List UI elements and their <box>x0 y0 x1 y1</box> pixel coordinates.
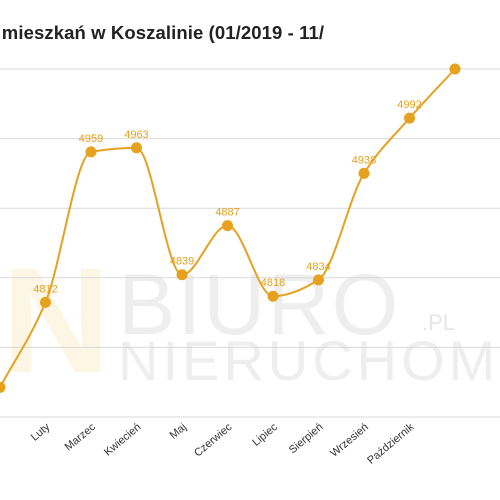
data-point[interactable] <box>40 296 51 308</box>
data-label: 4839 <box>170 256 194 268</box>
data-point[interactable] <box>176 269 188 281</box>
chart-title: ie ceny ofertowe mieszkań w Koszalinie (… <box>0 22 325 43</box>
x-tick-label: Marzec <box>63 421 99 454</box>
watermark-suffix: .PL <box>422 310 455 335</box>
data-labels: 4812 4959 4963 4839 4887 4818 4834 4938 4992 <box>33 99 421 295</box>
data-label: 4992 <box>397 99 421 111</box>
data-point[interactable] <box>267 290 279 302</box>
data-label: 4963 <box>124 129 148 141</box>
watermark-line1: BIURO <box>118 257 400 353</box>
watermark-logo-letter: N <box>2 236 110 404</box>
watermark: N BIURO .PL NIERUCHOMOŚ <box>2 236 500 404</box>
data-point[interactable] <box>131 142 142 154</box>
gridlines <box>0 68 500 418</box>
data-point[interactable] <box>313 274 324 286</box>
data-points <box>0 63 461 393</box>
x-tick-label: Luty <box>29 421 53 444</box>
x-tick-label: Maj <box>168 421 189 442</box>
data-point[interactable] <box>404 112 415 124</box>
x-tick-label: Sierpień <box>287 421 326 456</box>
data-label: 4812 <box>33 283 57 295</box>
series-line-group <box>0 68 456 388</box>
data-point[interactable] <box>358 167 370 179</box>
data-point[interactable] <box>0 381 6 393</box>
data-label: 4834 <box>306 261 330 273</box>
data-label: 4818 <box>261 277 285 289</box>
x-tick-label: Czerwiec <box>192 421 235 460</box>
data-label: 4938 <box>352 154 376 166</box>
data-label: 4959 <box>79 133 103 145</box>
series-line <box>0 68 456 388</box>
data-point[interactable] <box>449 63 461 75</box>
x-tick-label: Kwiecień <box>102 421 143 458</box>
watermark-line2: NIERUCHOMOŚ <box>118 329 500 392</box>
x-tick-label: Lipiec <box>250 421 280 449</box>
data-point[interactable] <box>222 220 233 232</box>
data-label: 4887 <box>215 207 239 219</box>
data-point[interactable] <box>85 146 97 158</box>
x-tick-label: Wrzesień <box>328 421 371 460</box>
x-axis-tick-labels: Luty Marzec Kwiecień Maj Czerwiec Lipiec Sierp… <box>29 421 417 467</box>
x-tick-label: Październik <box>365 421 417 467</box>
